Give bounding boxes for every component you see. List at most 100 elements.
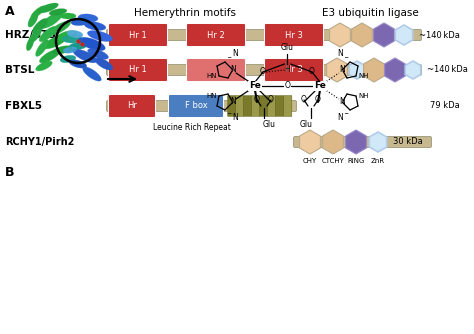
- Ellipse shape: [82, 67, 101, 81]
- Text: N: N: [337, 114, 343, 123]
- Ellipse shape: [39, 49, 61, 63]
- Text: N: N: [232, 49, 238, 58]
- Text: Glu: Glu: [281, 43, 294, 52]
- Text: CTCHY: CTCHY: [321, 158, 345, 164]
- FancyBboxPatch shape: [186, 58, 246, 81]
- Text: Leucine Rich Repeat: Leucine Rich Repeat: [153, 123, 231, 132]
- FancyBboxPatch shape: [244, 96, 252, 116]
- Text: HN: HN: [207, 73, 217, 79]
- FancyBboxPatch shape: [252, 96, 260, 116]
- Text: Glu: Glu: [263, 120, 275, 129]
- Text: ─: ─: [228, 112, 231, 117]
- Ellipse shape: [37, 3, 58, 13]
- Text: ~140 kDa: ~140 kDa: [427, 65, 468, 74]
- FancyBboxPatch shape: [109, 23, 167, 46]
- Text: O: O: [268, 96, 274, 105]
- Ellipse shape: [69, 60, 87, 68]
- Ellipse shape: [26, 37, 34, 51]
- Text: B: B: [5, 166, 15, 179]
- Ellipse shape: [28, 29, 41, 43]
- FancyBboxPatch shape: [168, 95, 224, 118]
- Text: N: N: [337, 49, 343, 58]
- Polygon shape: [384, 58, 405, 82]
- Polygon shape: [374, 23, 394, 47]
- Text: HN: HN: [207, 93, 217, 99]
- Polygon shape: [323, 130, 343, 154]
- FancyBboxPatch shape: [236, 96, 244, 116]
- Ellipse shape: [32, 18, 47, 34]
- FancyBboxPatch shape: [109, 58, 167, 81]
- Text: F box: F box: [185, 102, 207, 111]
- Ellipse shape: [43, 35, 67, 49]
- Text: FBXL5: FBXL5: [5, 101, 42, 111]
- Ellipse shape: [84, 22, 106, 30]
- Text: NH: NH: [358, 93, 368, 99]
- Ellipse shape: [52, 46, 72, 54]
- Text: O: O: [301, 96, 307, 105]
- Ellipse shape: [55, 31, 75, 41]
- FancyBboxPatch shape: [109, 95, 155, 118]
- Text: NH: NH: [358, 73, 368, 79]
- Text: Hr: Hr: [127, 102, 137, 111]
- Text: A: A: [5, 5, 15, 18]
- Text: ─: ─: [228, 55, 231, 60]
- Polygon shape: [327, 58, 347, 82]
- Polygon shape: [329, 23, 350, 47]
- Ellipse shape: [60, 13, 76, 19]
- Text: O: O: [309, 67, 315, 76]
- Text: N: N: [232, 114, 238, 123]
- Ellipse shape: [95, 58, 113, 70]
- Text: ─: ─: [345, 112, 347, 117]
- Text: Hr 1: Hr 1: [129, 30, 147, 39]
- Polygon shape: [300, 130, 320, 154]
- Polygon shape: [369, 132, 387, 152]
- Text: Fe: Fe: [249, 81, 261, 91]
- Polygon shape: [364, 58, 384, 82]
- Text: BTSL: BTSL: [5, 65, 35, 75]
- Ellipse shape: [87, 30, 113, 41]
- Text: H: H: [284, 64, 291, 73]
- Text: Fe: Fe: [314, 81, 326, 91]
- Text: Hemerythrin motifs: Hemerythrin motifs: [134, 8, 236, 18]
- FancyBboxPatch shape: [276, 96, 284, 116]
- Text: CHY: CHY: [303, 158, 317, 164]
- Polygon shape: [405, 61, 421, 79]
- Text: N: N: [339, 65, 345, 74]
- Text: ─: ─: [345, 55, 347, 60]
- Ellipse shape: [60, 55, 76, 63]
- Text: O: O: [284, 81, 291, 91]
- Ellipse shape: [71, 18, 89, 26]
- Text: Hr 2: Hr 2: [207, 30, 225, 39]
- Text: ZnR: ZnR: [371, 158, 385, 164]
- FancyBboxPatch shape: [293, 137, 431, 148]
- Text: ~140 kDa: ~140 kDa: [419, 30, 460, 39]
- FancyBboxPatch shape: [264, 58, 323, 81]
- FancyBboxPatch shape: [228, 96, 236, 116]
- Ellipse shape: [39, 26, 57, 42]
- Text: N: N: [230, 98, 236, 107]
- Text: Hr 3: Hr 3: [285, 30, 303, 39]
- FancyBboxPatch shape: [107, 64, 421, 75]
- Polygon shape: [346, 130, 366, 154]
- FancyBboxPatch shape: [186, 23, 246, 46]
- Polygon shape: [352, 23, 373, 47]
- Polygon shape: [349, 61, 365, 79]
- Text: E3 ubiquitin ligase: E3 ubiquitin ligase: [322, 8, 419, 18]
- Text: N: N: [339, 98, 345, 107]
- Text: O: O: [315, 96, 321, 105]
- FancyBboxPatch shape: [107, 101, 297, 112]
- Ellipse shape: [63, 47, 77, 53]
- Text: HRZ/BTS: HRZ/BTS: [5, 30, 56, 40]
- Polygon shape: [395, 25, 413, 45]
- Text: O: O: [254, 96, 260, 105]
- Ellipse shape: [41, 12, 63, 28]
- Ellipse shape: [79, 37, 105, 51]
- Ellipse shape: [62, 35, 82, 43]
- Ellipse shape: [28, 13, 38, 27]
- Ellipse shape: [49, 9, 67, 15]
- Text: 79 kDa: 79 kDa: [430, 102, 460, 111]
- FancyBboxPatch shape: [264, 23, 323, 46]
- Ellipse shape: [36, 61, 52, 71]
- Ellipse shape: [78, 14, 98, 22]
- Ellipse shape: [36, 39, 48, 56]
